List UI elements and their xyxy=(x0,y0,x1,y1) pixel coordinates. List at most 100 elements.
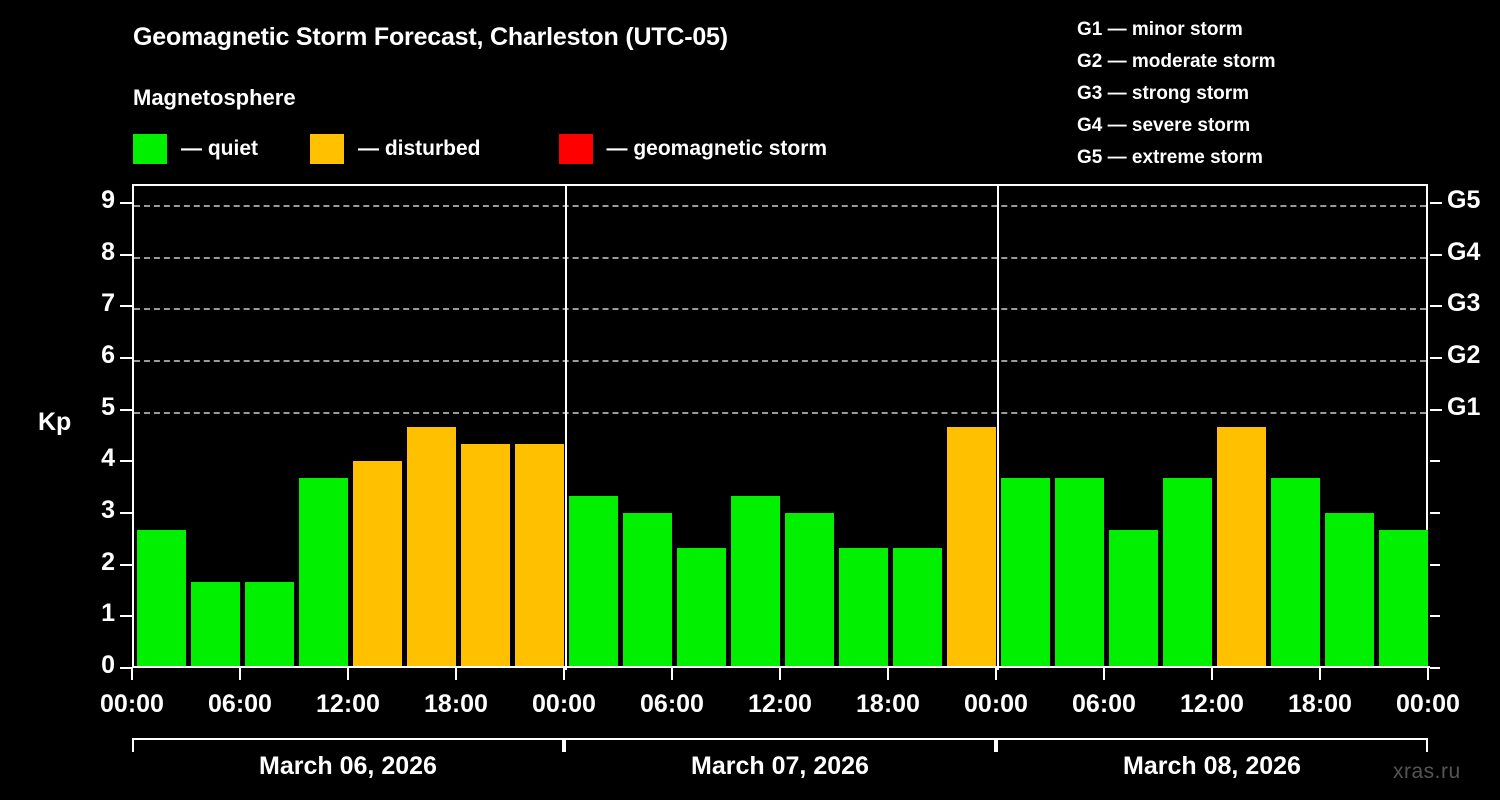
legend-label: — quiet xyxy=(181,137,258,160)
legend-label: — disturbed xyxy=(358,137,481,160)
y-axis-tick xyxy=(120,357,132,359)
bar xyxy=(568,495,618,668)
gridline xyxy=(134,205,1426,207)
x-axis-label: 00:00 xyxy=(1396,690,1460,718)
day-label: March 07, 2026 xyxy=(691,752,869,780)
bar xyxy=(1216,426,1266,668)
bar xyxy=(838,547,888,668)
bar xyxy=(892,547,942,668)
day-bracket xyxy=(132,738,564,752)
g-scale-row: G1 — minor storm xyxy=(1077,19,1243,40)
legend-label: — geomagnetic storm xyxy=(606,137,828,160)
bar xyxy=(946,426,996,668)
gridline xyxy=(134,360,1426,362)
x-axis-tick xyxy=(1427,668,1429,680)
x-axis-tick xyxy=(671,668,673,680)
y-axis-label: 0 xyxy=(101,651,115,679)
y-axis-tick xyxy=(120,253,132,256)
y-axis-tick xyxy=(120,305,132,308)
plot-area xyxy=(132,184,1428,670)
gridline xyxy=(134,411,1426,414)
g-scale-row: G5 — extreme storm xyxy=(1077,147,1263,168)
g-axis-minor-tick xyxy=(1430,615,1440,618)
x-axis-label: 12:00 xyxy=(1180,690,1244,718)
g-axis-tick xyxy=(1430,202,1442,204)
legend-entry: — disturbed xyxy=(300,134,523,164)
g-axis-minor-tick xyxy=(1430,512,1440,514)
x-axis-tick xyxy=(779,668,781,680)
y-axis-tick xyxy=(120,667,132,669)
x-axis-label: 00:00 xyxy=(532,690,596,718)
x-axis-tick xyxy=(239,668,241,680)
g-axis-label: G3 xyxy=(1447,289,1481,318)
g-axis-label: G1 xyxy=(1447,392,1481,421)
y-axis-label: 7 xyxy=(101,289,115,318)
bar xyxy=(244,581,294,668)
x-axis-tick xyxy=(1103,668,1105,680)
section-label-magnetosphere: Magnetosphere xyxy=(133,85,296,110)
g-axis-tick xyxy=(1430,253,1442,256)
g-scale-legend: G1 — minor storm G2 — moderate storm G3 — … xyxy=(1077,14,1276,174)
x-axis-label: 12:00 xyxy=(316,690,380,718)
bar xyxy=(622,513,672,668)
g-axis-minor-tick xyxy=(1430,563,1440,566)
x-axis-label: 06:00 xyxy=(208,690,272,718)
bar xyxy=(1270,478,1320,668)
x-axis-tick xyxy=(1211,668,1213,680)
y-axis-label: 5 xyxy=(101,392,115,421)
bar xyxy=(676,547,726,668)
bar xyxy=(730,495,780,668)
g-axis-tick xyxy=(1430,408,1442,411)
bar xyxy=(1054,478,1104,668)
bar xyxy=(136,530,186,668)
gridline xyxy=(134,308,1426,311)
x-axis-line xyxy=(132,666,1430,668)
y-axis-label: 2 xyxy=(101,547,115,576)
day-bracket xyxy=(564,738,996,752)
g-axis-label: G4 xyxy=(1447,237,1481,266)
bar xyxy=(1108,530,1158,668)
bar xyxy=(514,444,564,668)
y-axis-label: 6 xyxy=(101,341,115,369)
legend-entry: — quiet xyxy=(133,134,300,164)
x-axis-tick xyxy=(347,668,349,680)
y-axis-label: 9 xyxy=(101,186,115,214)
bar xyxy=(1000,478,1050,668)
bar xyxy=(406,426,456,668)
disturbed-swatch xyxy=(310,134,344,164)
y-axis-tick xyxy=(120,615,132,618)
color-legend: — quiet — disturbed — geomagnetic storm xyxy=(133,133,827,165)
x-axis-label: 06:00 xyxy=(640,690,704,718)
y-axis-label: 3 xyxy=(101,496,115,524)
bar xyxy=(190,581,240,668)
x-axis-tick xyxy=(455,668,457,680)
g-scale-row: G4 — severe storm xyxy=(1077,115,1251,136)
day-separator xyxy=(997,186,999,670)
bar xyxy=(1378,530,1428,668)
storm-swatch xyxy=(558,134,593,164)
quiet-swatch xyxy=(133,134,167,164)
bar xyxy=(1324,513,1374,668)
bar xyxy=(784,513,834,668)
x-axis-tick xyxy=(1319,668,1321,680)
x-axis-label: 00:00 xyxy=(964,690,1028,718)
y-axis-tick xyxy=(120,512,132,514)
g-scale-row: G2 — moderate storm xyxy=(1077,51,1276,72)
x-axis-label: 18:00 xyxy=(1288,690,1352,718)
y-axis-tick xyxy=(120,563,132,566)
bar-series xyxy=(134,186,1428,668)
g-axis-tick xyxy=(1430,305,1442,308)
y-axis-tick xyxy=(120,408,132,411)
day-label: March 06, 2026 xyxy=(259,752,437,780)
bar xyxy=(352,461,402,668)
bar xyxy=(460,444,510,668)
x-axis-label: 12:00 xyxy=(748,690,812,718)
bar xyxy=(1162,478,1212,668)
gridline xyxy=(134,256,1426,259)
watermark: xras.ru xyxy=(1393,760,1461,783)
y-axis-label: 1 xyxy=(101,599,115,628)
y-axis-title: Kp xyxy=(38,408,72,436)
x-axis-label: 00:00 xyxy=(100,690,164,718)
g-axis-tick xyxy=(1430,357,1442,359)
